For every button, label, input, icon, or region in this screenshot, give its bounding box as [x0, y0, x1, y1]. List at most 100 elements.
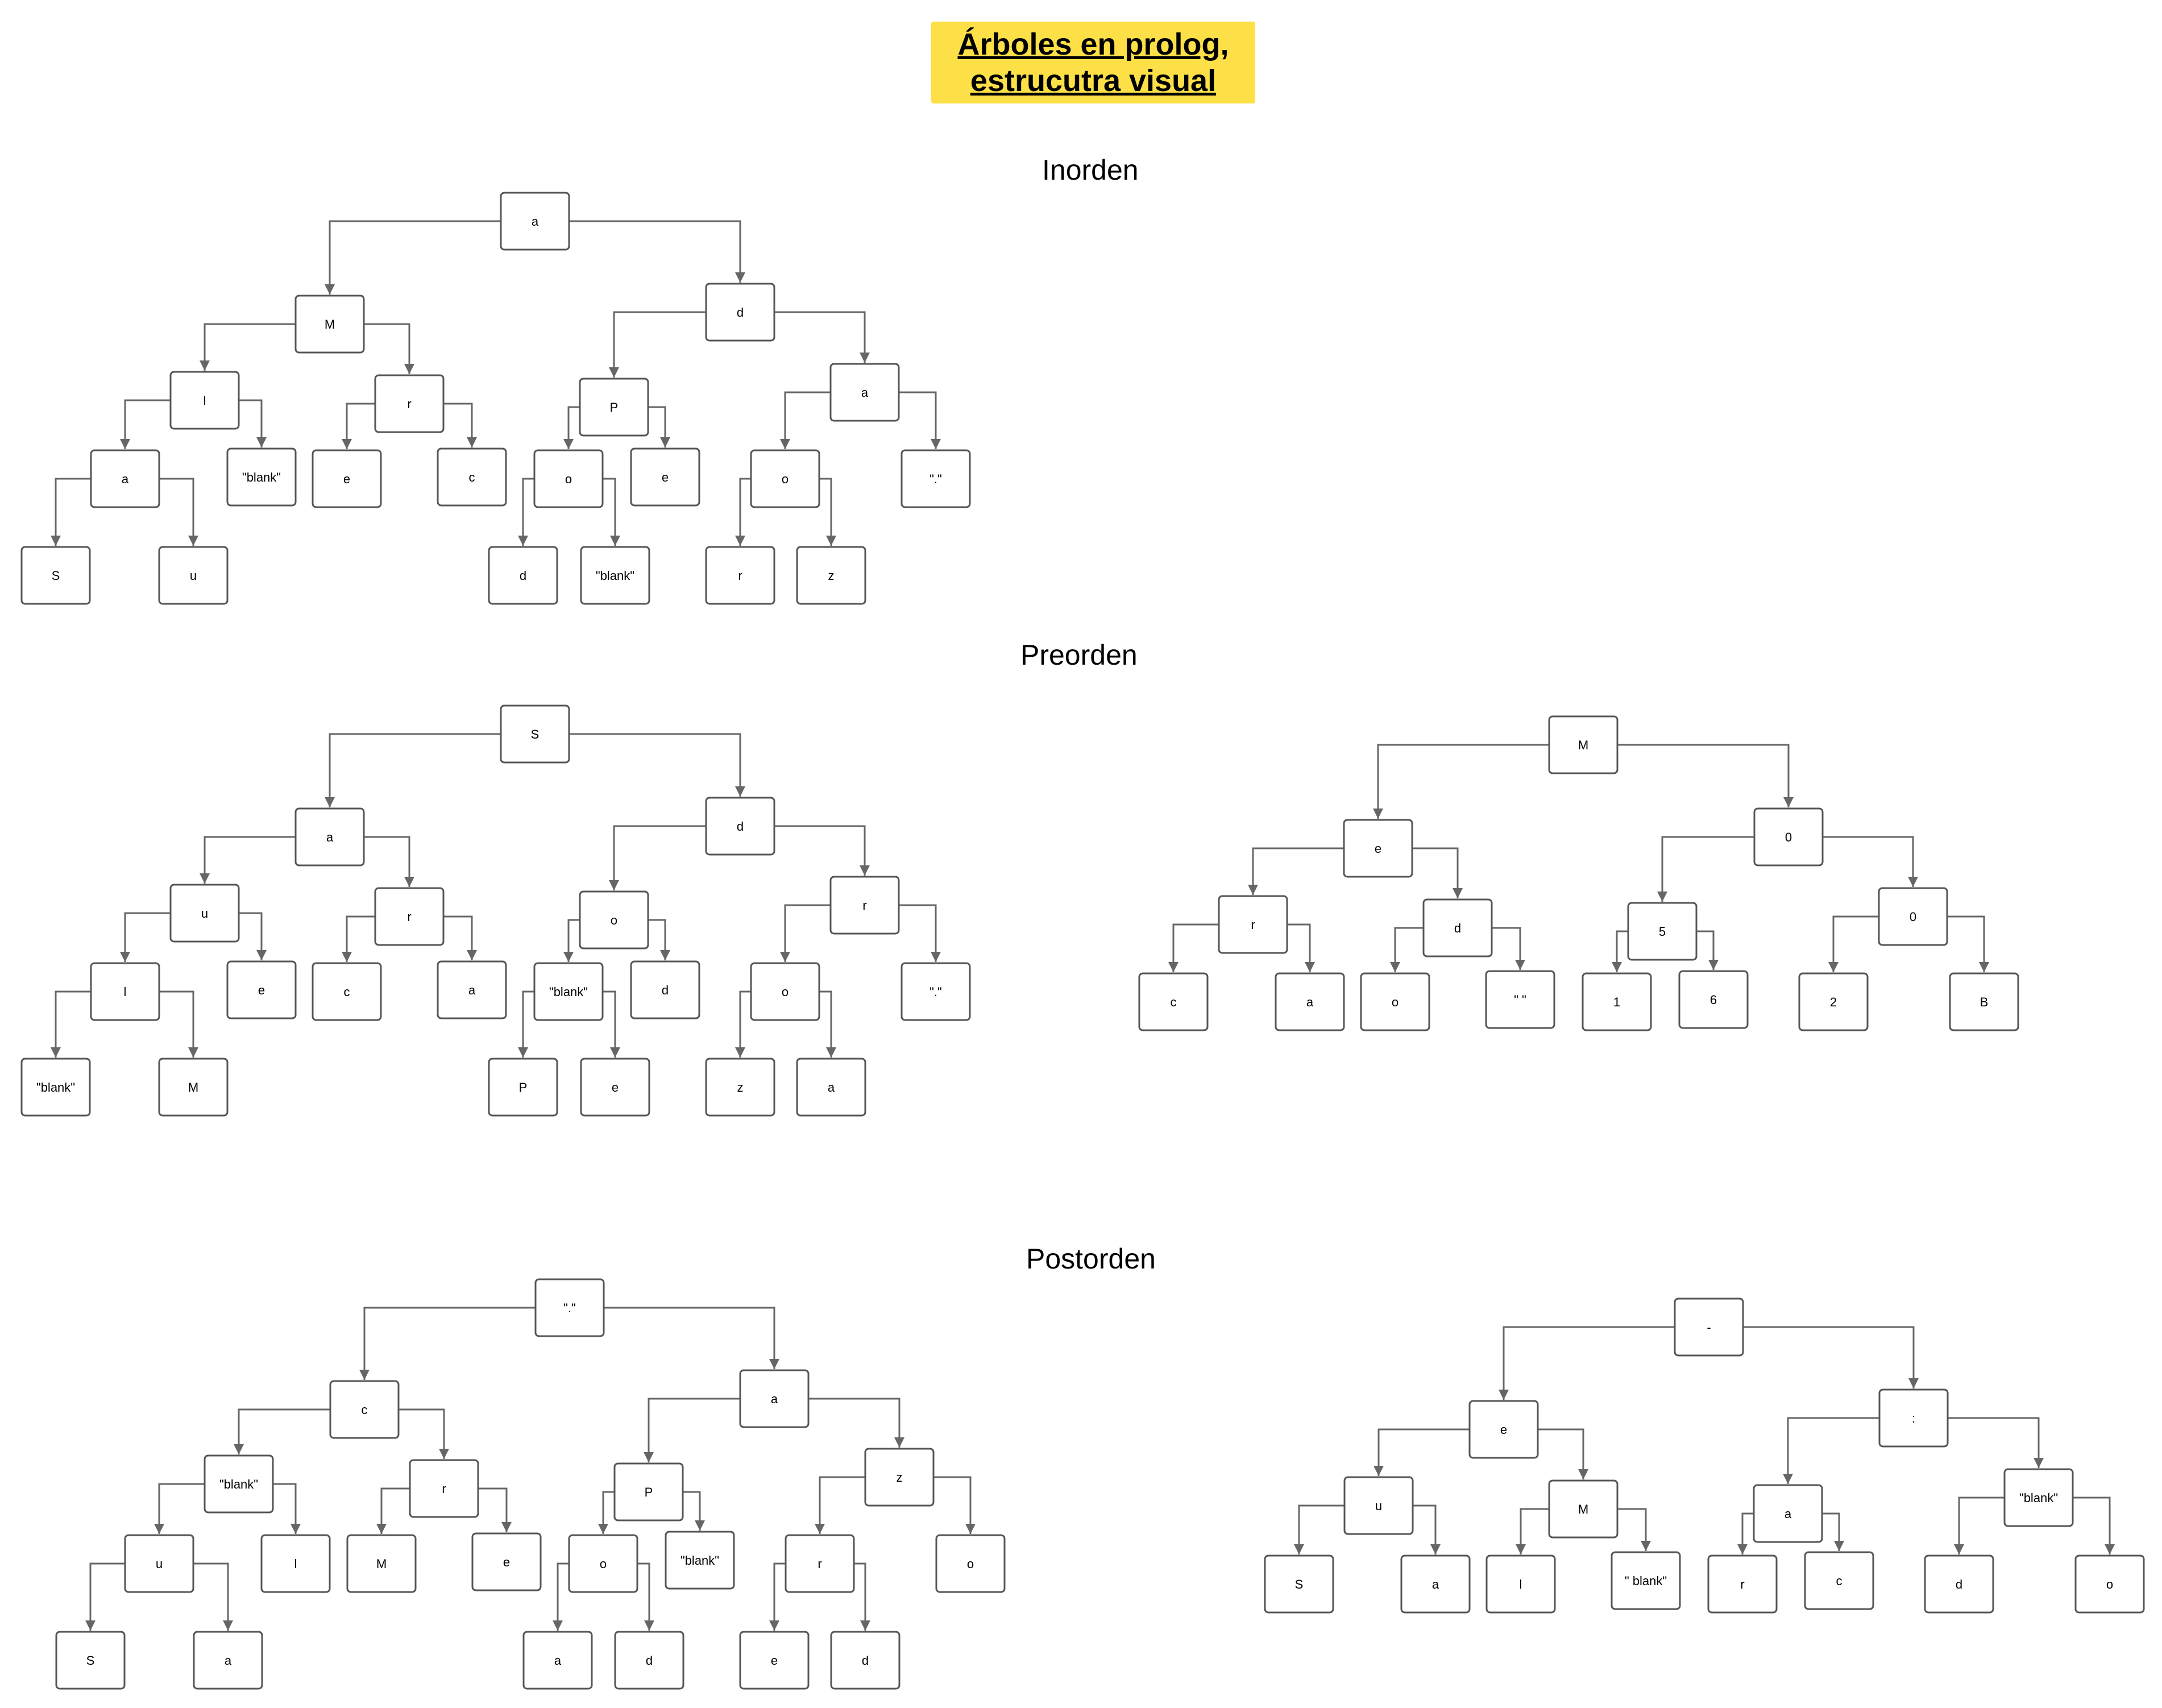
- tree-node-u[interactable]: u: [158, 546, 229, 605]
- tree-node-d[interactable]: d: [1422, 898, 1493, 957]
- tree-node-o[interactable]: o: [568, 1534, 638, 1593]
- tree-node-m[interactable]: M: [158, 1058, 229, 1117]
- tree-node-box: [630, 447, 700, 507]
- tree-edge: [325, 220, 501, 295]
- tree-node-label: a: [225, 1653, 232, 1668]
- tree-node-6[interactable]: 6: [1678, 970, 1749, 1029]
- tree-node-m[interactable]: M: [346, 1534, 417, 1593]
- tree-node-a[interactable]: a: [437, 960, 507, 1019]
- tree-node-o[interactable]: o: [579, 890, 649, 950]
- tree-node-l[interactable]: l: [169, 371, 240, 430]
- tree-node-a[interactable]: a: [500, 192, 570, 251]
- tree-node-0[interactable]: 0: [1878, 887, 1948, 946]
- tree-node-z[interactable]: z: [796, 546, 866, 605]
- tree-node-a[interactable]: a: [522, 1631, 593, 1690]
- tree-node-m[interactable]: M: [1548, 1479, 1619, 1539]
- tree-node-e[interactable]: e: [1343, 819, 1413, 878]
- tree-node-l[interactable]: l: [260, 1534, 331, 1593]
- tree-node-d[interactable]: d: [705, 797, 775, 856]
- tree-node-d[interactable]: d: [630, 960, 700, 1019]
- tree-node-e[interactable]: e: [226, 960, 297, 1019]
- tree-node-p[interactable]: P: [579, 378, 649, 437]
- tree-node-a[interactable]: a: [193, 1631, 263, 1690]
- tree-node-sym0[interactable]: ".": [534, 1278, 605, 1337]
- tree-node-a[interactable]: a: [739, 1369, 810, 1428]
- tree-node-a[interactable]: a: [829, 363, 900, 422]
- tree-node-label: "blank": [242, 470, 281, 484]
- tree-node-a[interactable]: a: [1400, 1554, 1471, 1614]
- tree-node-p[interactable]: P: [488, 1058, 558, 1117]
- tree-node-d[interactable]: d: [1924, 1554, 1994, 1614]
- tree-node-2[interactable]: 2: [1798, 972, 1869, 1031]
- tree-node-blank[interactable]: "blank": [665, 1531, 735, 1590]
- tree-node-s[interactable]: S: [20, 546, 91, 605]
- tree-node-s[interactable]: S: [1264, 1554, 1334, 1614]
- tree-node-r[interactable]: r: [1707, 1554, 1778, 1614]
- tree-node-blank[interactable]: "blank": [226, 447, 297, 507]
- tree-node-blank[interactable]: "blank": [20, 1058, 91, 1117]
- tree-node-blank[interactable]: " blank": [1611, 1551, 1681, 1610]
- tree-node-o[interactable]: o: [750, 962, 820, 1021]
- tree-node-c[interactable]: c: [437, 447, 507, 507]
- tree-node-r[interactable]: r: [1218, 895, 1288, 954]
- tree-node-u[interactable]: u: [1343, 1476, 1414, 1535]
- tree-node-blank[interactable]: "blank": [204, 1454, 274, 1514]
- tree-node-a[interactable]: a: [1753, 1484, 1823, 1543]
- tree-node-c[interactable]: c: [312, 962, 382, 1021]
- tree-node-l[interactable]: l: [1485, 1554, 1556, 1614]
- tree-node-r[interactable]: r: [829, 876, 900, 935]
- tree-node-a[interactable]: a: [90, 449, 160, 508]
- tree-node-blank[interactable]: "blank": [2003, 1468, 2074, 1527]
- tree-node-e[interactable]: e: [471, 1532, 542, 1591]
- tree-node-e[interactable]: e: [312, 449, 382, 508]
- tree-node-u[interactable]: u: [169, 884, 240, 943]
- tree-node-c[interactable]: c: [329, 1380, 400, 1439]
- tree-node-e[interactable]: e: [739, 1631, 810, 1690]
- tree-node-m[interactable]: M: [1548, 715, 1619, 774]
- tree-node-o[interactable]: o: [750, 449, 820, 508]
- tree-node-1[interactable]: 1: [1582, 972, 1652, 1031]
- tree-node-box: [534, 1278, 605, 1337]
- tree-node-o[interactable]: o: [935, 1534, 1006, 1593]
- tree-node-r[interactable]: r: [374, 374, 445, 433]
- tree-node-b[interactable]: B: [1949, 972, 2019, 1031]
- tree-node-r[interactable]: r: [409, 1459, 479, 1518]
- tree-node-a[interactable]: a: [1275, 972, 1345, 1031]
- tree-node-z[interactable]: z: [864, 1448, 935, 1507]
- tree-node-d[interactable]: d: [614, 1631, 684, 1690]
- tree-node-a[interactable]: a: [294, 807, 365, 867]
- tree-node-box: [1343, 819, 1413, 878]
- tree-node-d[interactable]: d: [488, 546, 558, 605]
- tree-node-s[interactable]: S: [500, 704, 570, 764]
- tree-node-sym14[interactable]: ".": [901, 962, 971, 1021]
- tree-node-e[interactable]: e: [630, 447, 700, 507]
- tree-node-c[interactable]: c: [1138, 972, 1209, 1031]
- tree-node-o[interactable]: o: [1360, 972, 1430, 1031]
- tree-node-u[interactable]: u: [124, 1534, 194, 1593]
- tree-node-d[interactable]: d: [830, 1631, 901, 1690]
- tree-node-blank[interactable]: "blank": [533, 962, 604, 1021]
- tree-node-r[interactable]: r: [785, 1534, 855, 1593]
- tree-node-o[interactable]: o: [533, 449, 604, 508]
- tree-node-sym2[interactable]: :: [1878, 1388, 1949, 1448]
- tree-node-sym10[interactable]: " ": [1485, 970, 1555, 1029]
- tree-node-sym0[interactable]: -: [1674, 1297, 1744, 1357]
- tree-node-c[interactable]: c: [1804, 1551, 1874, 1610]
- tree-node-r[interactable]: r: [705, 546, 775, 605]
- tree-node-d[interactable]: d: [705, 283, 775, 342]
- tree-node-z[interactable]: z: [705, 1058, 775, 1117]
- tree-node-p[interactable]: P: [613, 1462, 684, 1522]
- tree-node-e[interactable]: e: [1468, 1400, 1539, 1459]
- tree-node-r[interactable]: r: [374, 887, 445, 946]
- tree-node-blank[interactable]: "blank": [580, 546, 650, 605]
- tree-node-sym14[interactable]: ".": [901, 449, 971, 508]
- tree-node-5[interactable]: 5: [1627, 902, 1698, 961]
- tree-node-o[interactable]: o: [2074, 1554, 2145, 1614]
- tree-node-s[interactable]: S: [55, 1631, 126, 1690]
- tree-node-a[interactable]: a: [796, 1058, 866, 1117]
- tree-node-0[interactable]: 0: [1753, 807, 1824, 867]
- tree-node-l[interactable]: l: [90, 962, 160, 1021]
- tree-node-m[interactable]: M: [294, 295, 365, 354]
- tree-node-label: o: [611, 913, 617, 927]
- tree-node-e[interactable]: e: [580, 1058, 650, 1117]
